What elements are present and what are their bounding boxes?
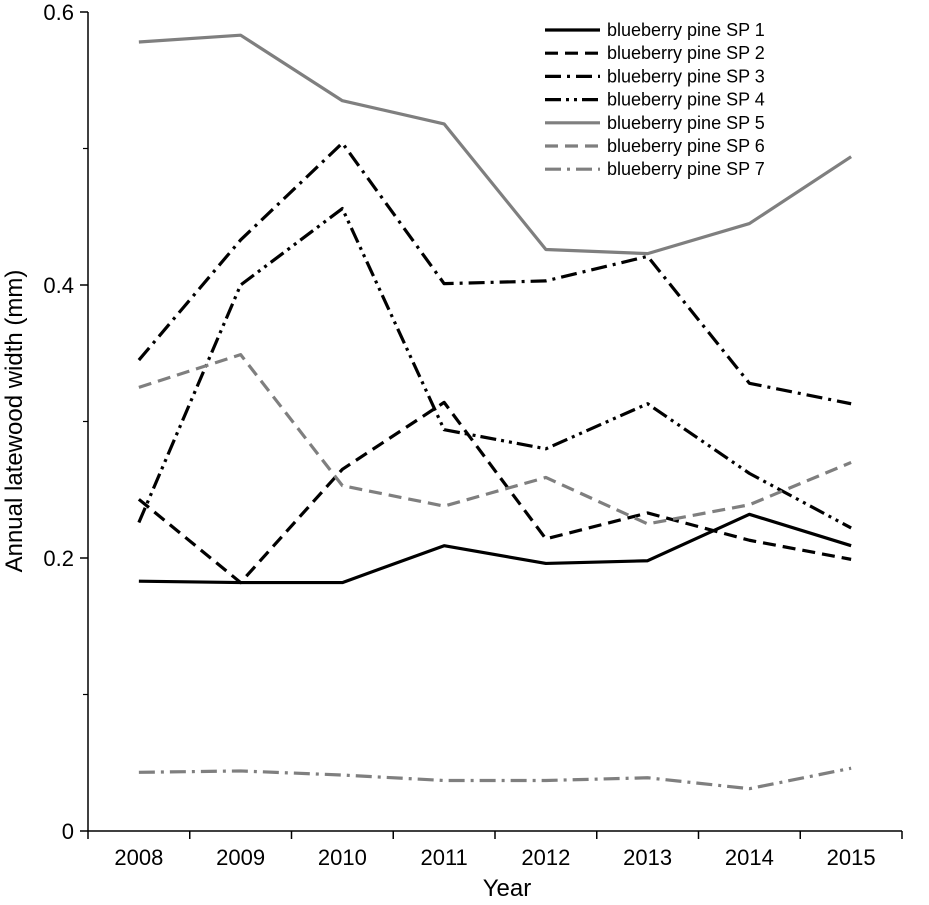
series-line-sp6	[138, 353, 852, 526]
y-tick-label: 0.6	[43, 0, 74, 25]
x-tick-label: 2013	[623, 845, 672, 870]
x-tick-label: 2015	[827, 845, 876, 870]
legend-label-sp7: blueberry pine SP 7	[607, 159, 765, 179]
series-lines	[137, 33, 853, 791]
y-tick-label: 0.4	[43, 273, 74, 298]
y-tick-label: 0	[62, 819, 74, 844]
y-tick-label: 0.2	[43, 546, 74, 571]
x-tick-label: 2014	[725, 845, 774, 870]
series-line-sp5	[138, 33, 853, 256]
legend-label-sp6: blueberry pine SP 6	[607, 136, 765, 156]
legend-label-sp4: blueberry pine SP 4	[607, 90, 765, 110]
series-line-sp1	[138, 512, 852, 585]
series-line-sp7	[138, 766, 852, 791]
x-tick-label: 2009	[216, 845, 265, 870]
legend-label-sp2: blueberry pine SP 2	[607, 43, 765, 63]
series-line-sp4	[137, 206, 852, 530]
legend-label-sp1: blueberry pine SP 1	[607, 20, 765, 40]
legend: blueberry pine SP 1 blueberry pine SP 2 bl…	[545, 20, 765, 179]
legend-label-sp3: blueberry pine SP 3	[607, 66, 765, 86]
x-tick-label: 2010	[318, 845, 367, 870]
axes: 0 0.2 0.4 0.6 2008 2009 2010 2011 2012 2013 2014 20…	[43, 0, 903, 870]
x-axis-title: Year	[483, 875, 532, 900]
legend-label-sp5: blueberry pine SP 5	[607, 113, 765, 133]
x-tick-label: 2011	[420, 845, 467, 870]
x-tick-label: 2008	[114, 845, 163, 870]
series-line-sp3	[137, 141, 852, 406]
series-line-sp2	[137, 400, 852, 585]
x-tick-label: 2012	[521, 845, 570, 870]
y-axis-title: Annual latewood width (mm)	[1, 270, 28, 573]
